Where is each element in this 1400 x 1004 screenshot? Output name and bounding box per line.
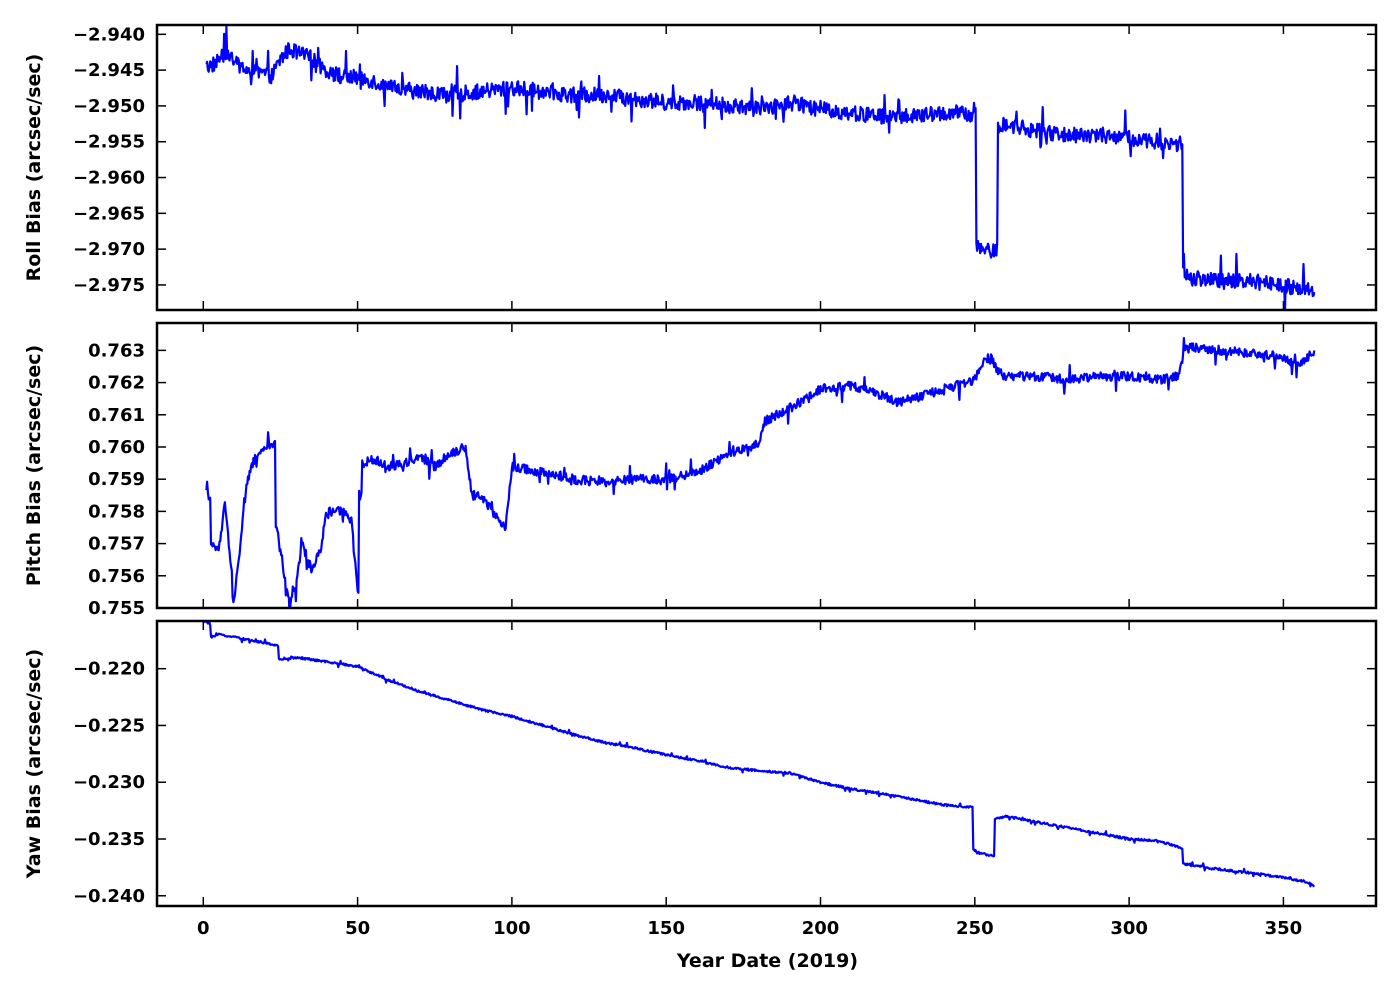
ytick-label: 0.759 — [88, 469, 145, 490]
xtick-label: 100 — [493, 918, 531, 939]
ytick-label: 0.755 — [88, 598, 145, 619]
ytick-label: 0.757 — [88, 534, 145, 555]
axes-frame-roll — [155, 23, 1378, 312]
ytick-label: 0.760 — [88, 437, 145, 458]
ytick-label: 0.761 — [88, 405, 145, 426]
ytick-label: −2.970 — [73, 239, 145, 260]
axes-frame-pitch — [155, 321, 1378, 610]
series-line-roll — [205, 25, 1316, 310]
ytick-label: −0.240 — [73, 886, 145, 907]
ylabel-pitch: Pitch Bias (arcsec/sec) — [23, 345, 45, 586]
xlabel: Year Date (2019) — [676, 950, 858, 972]
panel-pitch: 0.755 0.756 0.757 0.758 0.759 0.760 0.761 0.762… — [23, 321, 1378, 619]
series-line-yaw — [202, 621, 1316, 888]
ylabel-yaw: Yaw Bias (arcsec/sec) — [23, 649, 45, 879]
ytick-label: −2.960 — [73, 168, 145, 189]
ytick-label: −2.975 — [73, 275, 145, 296]
xtick-label: 350 — [1265, 918, 1303, 939]
panel-roll: −2.940 −2.945 −2.950 −2.955 −2.960 −2.965 −2.9… — [23, 23, 1378, 312]
ytick-label: 0.762 — [88, 373, 145, 394]
xtick-label: 150 — [647, 918, 685, 939]
ylabel-roll: Roll Bias (arcsec/sec) — [23, 54, 45, 282]
xtick-label: 250 — [956, 918, 994, 939]
series-line-pitch — [205, 337, 1316, 608]
ytick-label: −2.965 — [73, 203, 145, 224]
ytick-label: −2.950 — [73, 96, 145, 117]
ytick-label: 0.758 — [88, 501, 145, 522]
xtick-label: 50 — [345, 918, 370, 939]
axes-frame-yaw — [155, 619, 1378, 908]
ytick-label: −2.940 — [73, 24, 145, 45]
ytick-label: −2.955 — [73, 132, 145, 153]
panel-yaw: −0.220 −0.225 −0.230 −0.235 −0.240 0 50 100 150 2… — [23, 619, 1378, 972]
xtick-label: 300 — [1110, 918, 1148, 939]
xtick-label: 0 — [197, 918, 210, 939]
ytick-label: −0.235 — [73, 829, 145, 850]
ytick-label: 0.763 — [88, 340, 145, 361]
ytick-label: −2.945 — [73, 60, 145, 81]
ytick-label: −0.230 — [73, 772, 145, 793]
ytick-label: −0.225 — [73, 715, 145, 736]
ytick-label: −0.220 — [73, 659, 145, 680]
xtick-label: 200 — [802, 918, 840, 939]
ytick-label: 0.756 — [88, 566, 145, 587]
